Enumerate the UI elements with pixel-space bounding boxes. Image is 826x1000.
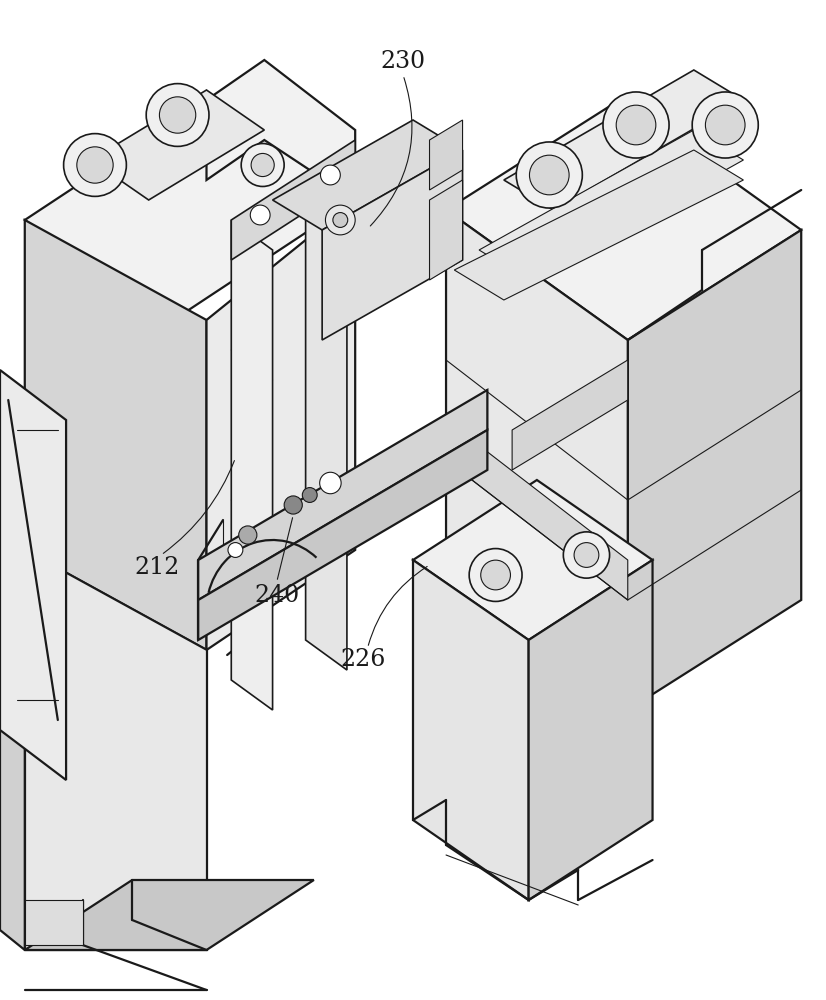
Circle shape [64,134,126,196]
Polygon shape [446,210,628,710]
Polygon shape [206,200,355,650]
Polygon shape [0,520,25,950]
Polygon shape [479,130,743,280]
Circle shape [239,526,257,544]
Circle shape [251,153,274,177]
Circle shape [146,84,209,146]
Polygon shape [446,100,801,340]
Circle shape [302,488,317,502]
Text: 226: 226 [341,648,386,672]
Circle shape [159,97,196,133]
Circle shape [574,543,599,567]
Polygon shape [529,560,653,900]
Circle shape [241,144,284,186]
Polygon shape [454,150,743,300]
Polygon shape [0,370,66,780]
Polygon shape [512,360,628,470]
Circle shape [563,532,610,578]
Polygon shape [25,880,314,950]
Circle shape [481,560,510,590]
Text: 240: 240 [254,584,299,606]
Polygon shape [430,120,463,190]
Polygon shape [25,900,83,945]
Circle shape [692,92,758,158]
Circle shape [228,543,243,557]
Polygon shape [25,220,206,650]
Polygon shape [206,60,355,200]
Circle shape [616,105,656,145]
Polygon shape [231,140,355,260]
Polygon shape [25,100,355,320]
Text: 230: 230 [381,50,425,74]
Circle shape [325,205,355,235]
Text: 212: 212 [135,556,179,580]
Circle shape [284,496,302,514]
Polygon shape [446,420,628,600]
Circle shape [320,472,341,494]
Polygon shape [322,150,463,340]
Circle shape [333,213,348,227]
Circle shape [469,549,522,601]
Polygon shape [504,70,743,210]
Circle shape [77,147,113,183]
Circle shape [320,165,340,185]
Circle shape [603,92,669,158]
Polygon shape [306,190,347,670]
Circle shape [529,155,569,195]
Circle shape [705,105,745,145]
Polygon shape [231,220,273,710]
Polygon shape [198,430,487,640]
Polygon shape [413,560,529,900]
Polygon shape [25,550,206,950]
Polygon shape [273,120,463,230]
Circle shape [516,142,582,208]
Polygon shape [91,90,264,200]
Polygon shape [430,180,463,280]
Circle shape [250,205,270,225]
Polygon shape [628,230,801,710]
Polygon shape [198,390,487,600]
Polygon shape [413,480,653,640]
